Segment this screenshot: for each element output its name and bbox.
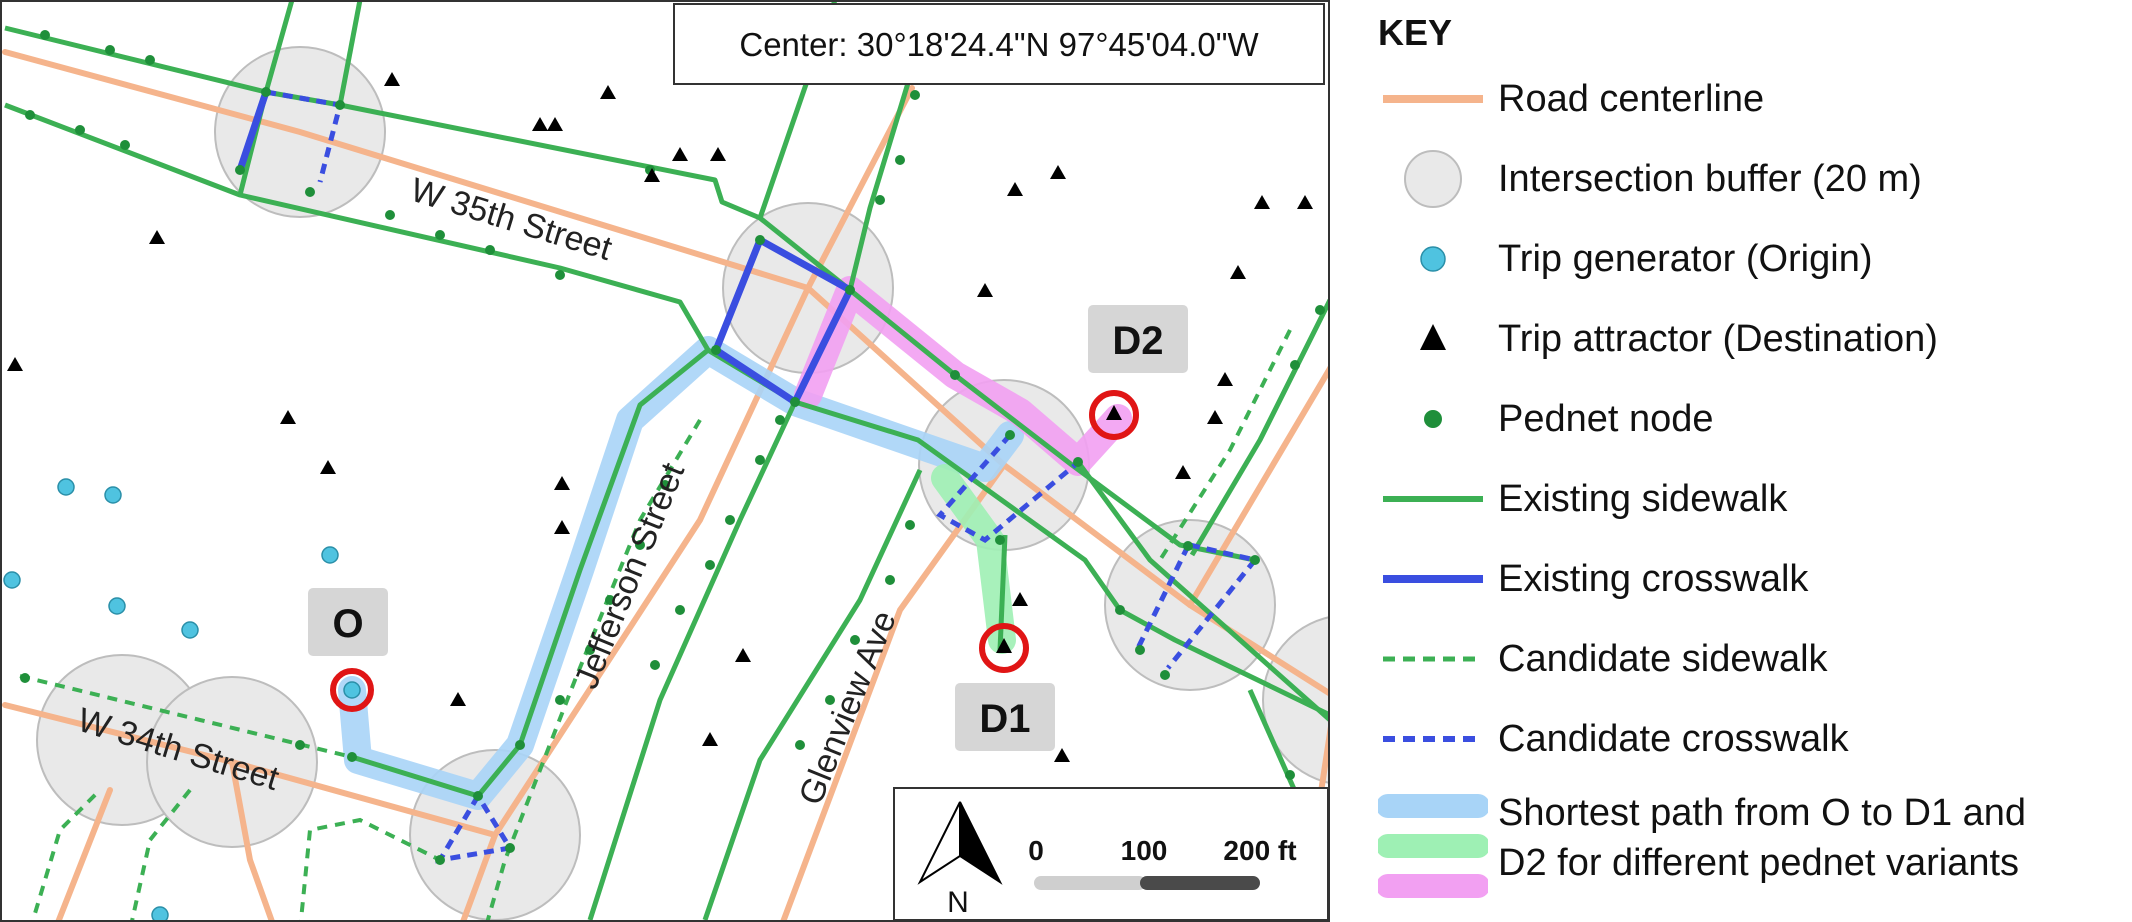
legend-label-existing-crosswalk: Existing crosswalk [1498, 558, 1809, 600]
legend-label-shortest-path-line1: Shortest path from O to D1 and [1498, 792, 2027, 834]
legend-label-trip-generator: Trip generator (Origin) [1498, 238, 1873, 280]
legend-label-intersection-buffer: Intersection buffer (20 m) [1498, 158, 1922, 200]
legend-item-trip-generator: Trip generator (Origin) [1360, 224, 2130, 294]
legend-label-trip-attractor: Trip attractor (Destination) [1498, 318, 1938, 360]
scale-and-north-box: N 0 100 200 ft [893, 787, 1329, 921]
legend-item-shortest-path: Shortest path from O to D1 and D2 for di… [1360, 790, 2130, 910]
path-green [931, 464, 1016, 654]
origin-label: O [332, 602, 363, 646]
scale-bar-dark [1140, 876, 1260, 890]
north-label: N [947, 886, 969, 919]
pednet-nodes [20, 30, 1325, 865]
legend-label-road-centerline: Road centerline [1498, 78, 1765, 120]
legend-label-shortest-path: Shortest path from O to D1 and D2 for di… [1498, 788, 2026, 888]
center-coordinate-text: Center: 30°18'24.4"N 97°45'04.0"W [739, 26, 1259, 63]
destination-d1-marker[interactable]: D1 [955, 623, 1055, 751]
legend-item-candidate-crosswalk: Candidate crosswalk [1360, 704, 2130, 774]
d1-label-box [955, 683, 1055, 751]
legend-label-candidate-crosswalk: Candidate crosswalk [1498, 718, 1849, 760]
intersection-buffer-swatch-icon [1404, 150, 1462, 208]
legend-title: KEY [1378, 12, 1453, 53]
road-centerline-swatch-icon [1383, 95, 1483, 103]
legend-item-road-centerline: Road centerline [1360, 64, 2130, 134]
d2-label-box [1088, 305, 1188, 373]
trip-attractor-swatch-icon [1420, 324, 1446, 350]
legend-item-existing-crosswalk: Existing crosswalk [1360, 544, 2130, 614]
trip-generator-swatch-icon [1420, 246, 1446, 272]
legend-label-shortest-path-line2: D2 for different pednet variants [1498, 842, 2020, 884]
destination-d2-marker[interactable]: D2 [1088, 305, 1188, 440]
legend-label-candidate-sidewalk: Candidate sidewalk [1498, 638, 1828, 680]
map-frame [0, 0, 1330, 922]
center-coordinate-box: Center: 30°18'24.4"N 97°45'04.0"W [673, 3, 1325, 85]
legend-item-intersection-buffer: Intersection buffer (20 m) [1360, 144, 2130, 214]
scale-tick-100: 100 [1121, 835, 1168, 866]
scale-tick-0: 0 [1028, 835, 1044, 866]
legend-item-existing-sidewalk: Existing sidewalk [1360, 464, 2130, 534]
existing-sidewalk-swatch-icon [1383, 496, 1483, 502]
legend-item-pednet-node: Pednet node [1360, 384, 2130, 454]
candidate-crosswalks [265, 89, 1257, 864]
north-arrow-icon [917, 801, 1003, 885]
trip-attractors [7, 72, 1313, 762]
destination-d2-label: D2 [1112, 319, 1163, 363]
destination-d1-label: D1 [979, 697, 1030, 741]
candidate-sidewalk-swatch-icon [1383, 656, 1483, 662]
legend-label-pednet-node: Pednet node [1498, 398, 1714, 440]
legend-label-existing-sidewalk: Existing sidewalk [1498, 478, 1788, 520]
origin-marker[interactable]: O [308, 588, 388, 712]
trip-generators [3, 478, 361, 922]
legend-item-trip-attractor: Trip attractor (Destination) [1360, 304, 2130, 374]
shortest-path-swatch-icon [1378, 794, 1488, 898]
scale-bar-light [1034, 876, 1146, 890]
scale-tick-200: 200 ft [1223, 835, 1296, 866]
legend-item-candidate-sidewalk: Candidate sidewalk [1360, 624, 2130, 694]
legend-panel: KEY Road centerline Intersection buffer … [1360, 0, 2132, 922]
candidate-crosswalk-swatch-icon [1383, 736, 1483, 742]
origin-label-box [308, 588, 388, 656]
pednet-node-swatch-icon [1424, 410, 1442, 428]
existing-crosswalk-swatch-icon [1383, 575, 1483, 583]
map-panel[interactable]: W 35th Street W 34th Street Jefferson St… [0, 0, 1330, 922]
